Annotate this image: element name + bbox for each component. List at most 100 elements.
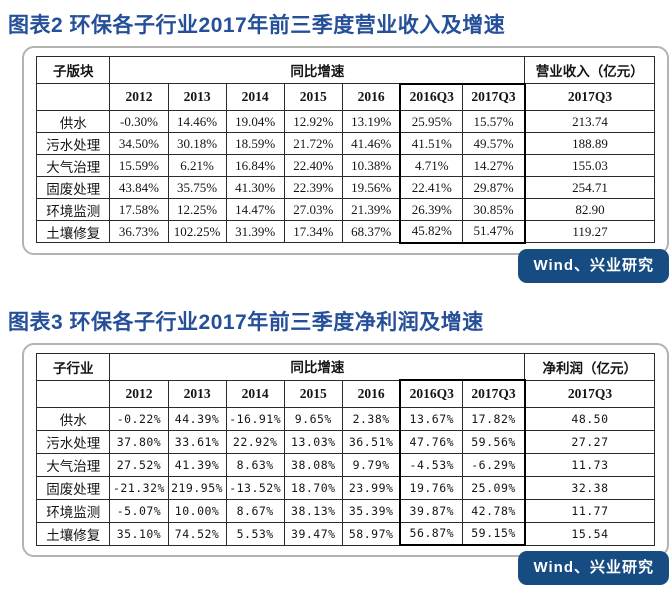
row-label-cell: 环境监测 [35,198,111,221]
growth-cell: 15.57% [462,110,526,133]
growth-cell: 17.82% [462,406,526,431]
growth-cell: 10.38% [341,154,401,177]
data-row: 土壤修复 36.73% 102.25% 31.39% 17.34% 68.37% 45.82… [35,220,655,244]
corner-header-cell: 子行业 [35,352,111,381]
growth-cell: 38.13% [283,498,343,523]
growth-group-header-cell: 同比增速 [109,56,526,84]
growth-cell: 47.76% [399,429,464,454]
growth-cell: 22.40% [283,154,343,177]
figure-2-badge-row: Wind、兴业研究 [0,248,669,283]
growth-cell: -6.29% [462,452,526,477]
growth-cell: 39.87% [399,498,464,523]
corner-spacer-cell [35,83,111,111]
growth-cell: 19.04% [225,110,285,133]
growth-cell: 9.65% [283,406,343,431]
growth-cell: 18.59% [225,132,285,155]
growth-cell: 41.51% [399,132,464,155]
growth-cell: 17.58% [109,198,169,221]
growth-cell: 42.78% [462,498,526,523]
growth-cell: 44.39% [167,406,227,431]
growth-cell: 25.95% [399,110,464,133]
year-header-row: 2012 2013 2014 2015 2016 2016Q3 2017Q3 2017Q3 [35,82,655,111]
data-row: 污水处理 37.80% 33.61% 22.92% 13.03% 36.51% 47.76%… [35,429,655,454]
row-label-cell: 大气治理 [35,452,111,477]
value-cell: 15.54 [524,521,655,546]
growth-cell: 41.39% [167,452,227,477]
growth-cell: 22.39% [283,176,343,199]
figure-3-table: 子行业 同比增速 净利润（亿元） 2012 2013 2014 2015 2016 2016Q3… [35,352,655,546]
growth-cell: 22.92% [225,429,285,454]
data-row: 固废处理 43.84% 35.75% 41.30% 22.39% 19.56% 22.41%… [35,176,655,199]
growth-cell: 34.50% [109,132,169,155]
growth-cell: 2.38% [341,406,401,431]
row-label-cell: 供水 [35,110,111,133]
data-row: 大气治理 27.52% 41.39% 8.63% 38.08% 9.79% -4.53% -6… [35,452,655,477]
growth-cell: 22.41% [399,176,464,199]
growth-cell: -0.30% [109,110,169,133]
growth-cell: 49.57% [462,132,526,155]
group-header-row: 子行业 同比增速 净利润（亿元） [35,352,655,381]
growth-cell: 35.10% [109,521,169,546]
value-group-header-cell: 营业收入（亿元） [524,56,655,84]
value-cell: 32.38 [524,475,655,500]
growth-cell: 59.56% [462,429,526,454]
growth-cell: 16.84% [225,154,285,177]
data-row: 环境监测 -5.07% 10.00% 8.67% 38.13% 35.39% 39.87% 4… [35,498,655,523]
data-row: 环境监测 17.58% 12.25% 14.47% 27.03% 21.39% 26.39%… [35,198,655,221]
growth-cell: 8.67% [225,498,285,523]
growth-cell: 51.47% [462,220,526,244]
year-header-cell: 2013 [167,379,227,408]
growth-cell: 13.03% [283,429,343,454]
growth-cell: 41.46% [341,132,401,155]
value-cell: 82.90 [524,198,655,221]
growth-cell: -4.53% [399,452,464,477]
value-year-header-cell: 2017Q3 [524,83,655,111]
growth-cell: 10.00% [167,498,227,523]
growth-cell: 38.08% [283,452,343,477]
growth-cell: 13.19% [341,110,401,133]
year-header-row: 2012 2013 2014 2015 2016 2016Q3 2017Q3 2017Q3 [35,379,655,408]
year-header-cell: 2013 [167,83,227,111]
growth-cell: 59.15% [462,521,526,546]
growth-cell: 19.56% [341,176,401,199]
data-row: 固废处理 -21.32% 219.95% -13.52% 18.70% 23.99% 19.… [35,475,655,500]
year-header-cell: 2012 [109,83,169,111]
growth-cell: 30.18% [167,132,227,155]
growth-cell: 36.73% [109,220,169,243]
value-cell: 27.27 [524,429,655,454]
year-header-cell: 2014 [225,83,285,111]
row-label-cell: 污水处理 [35,132,111,155]
year-header-cell: 2016Q3 [399,82,464,111]
row-label-cell: 土壤修复 [35,521,111,546]
growth-cell: 18.70% [283,475,343,500]
row-label-cell: 固废处理 [35,475,111,500]
figure-2-source-badge: Wind、兴业研究 [518,248,669,283]
value-group-header-cell: 净利润（亿元） [524,352,655,381]
value-cell: 213.74 [524,110,655,133]
growth-cell: -0.22% [109,406,169,431]
growth-cell: 14.47% [225,198,285,221]
value-cell: 254.71 [524,176,655,199]
growth-cell: 219.95% [167,475,227,500]
figure-2-table-panel: 子版块 同比增速 营业收入（亿元） 2012 2013 2014 2015 2016 2016Q… [22,46,669,255]
value-cell: 155.03 [524,154,655,177]
figure-3-table-panel: 子行业 同比增速 净利润（亿元） 2012 2013 2014 2015 2016 2016Q3… [22,342,669,557]
growth-cell: -21.32% [109,475,169,500]
growth-cell: 8.63% [225,452,285,477]
growth-cell: 31.39% [225,220,285,243]
growth-cell: 26.39% [399,198,464,221]
figure-3-badge-row: Wind、兴业研究 [0,551,669,585]
growth-cell: 25.09% [462,475,526,500]
growth-cell: 37.80% [109,429,169,454]
data-row: 供水 -0.30% 14.46% 19.04% 12.92% 13.19% 25.95% 15… [35,110,655,133]
value-cell: 188.89 [524,132,655,155]
growth-cell: 36.51% [341,429,401,454]
growth-cell: 12.25% [167,198,227,221]
growth-cell: 33.61% [167,429,227,454]
figure-3-source-badge: Wind、兴业研究 [518,551,669,585]
growth-cell: 39.47% [283,521,343,546]
growth-cell: 19.76% [399,475,464,500]
growth-cell: 21.39% [341,198,401,221]
group-header-row: 子版块 同比增速 营业收入（亿元） [35,56,655,84]
growth-group-header-cell: 同比增速 [109,352,526,381]
